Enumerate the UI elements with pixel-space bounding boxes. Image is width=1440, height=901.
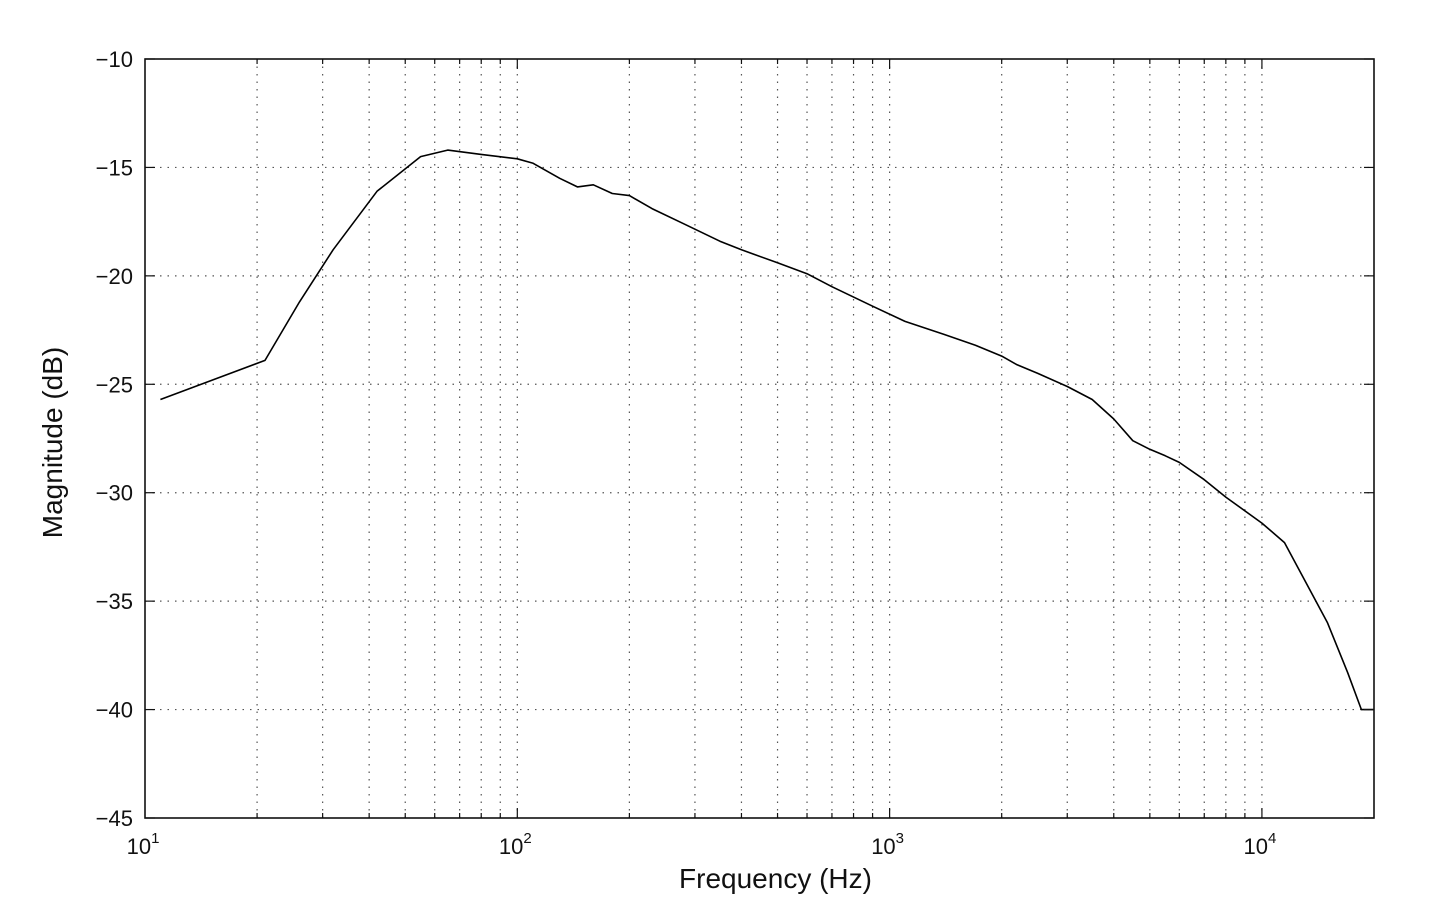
y-tick-label: −15	[96, 155, 133, 180]
y-tick-label: −10	[96, 47, 133, 72]
y-tick-label: −35	[96, 589, 133, 614]
magnitude-response-line	[160, 149, 1374, 711]
x-tick-label: 103	[871, 830, 904, 859]
y-tick-label: −40	[96, 698, 133, 723]
plot-area-frame	[144, 58, 1375, 819]
y-tick-label: −45	[96, 806, 133, 831]
y-tick-label: −20	[96, 264, 133, 289]
x-tick-labels: 101 102 103 104	[127, 830, 1277, 859]
y-tick-labels: −10 −15 −20 −25 −30 −35 −40 −45	[96, 47, 133, 831]
tick-marks	[145, 58, 1374, 819]
y-tick-label: −30	[96, 481, 133, 506]
x-tick-label: 102	[499, 830, 532, 859]
x-tick-label: 101	[127, 830, 160, 859]
grid-lines	[145, 59, 1374, 818]
y-axis-label: Magnitude (dB)	[37, 347, 68, 538]
series-line-layer	[160, 149, 1374, 711]
x-tick-label: 104	[1244, 830, 1277, 859]
y-tick-label: −25	[96, 372, 133, 397]
x-axis-label: Frequency (Hz)	[679, 863, 872, 894]
